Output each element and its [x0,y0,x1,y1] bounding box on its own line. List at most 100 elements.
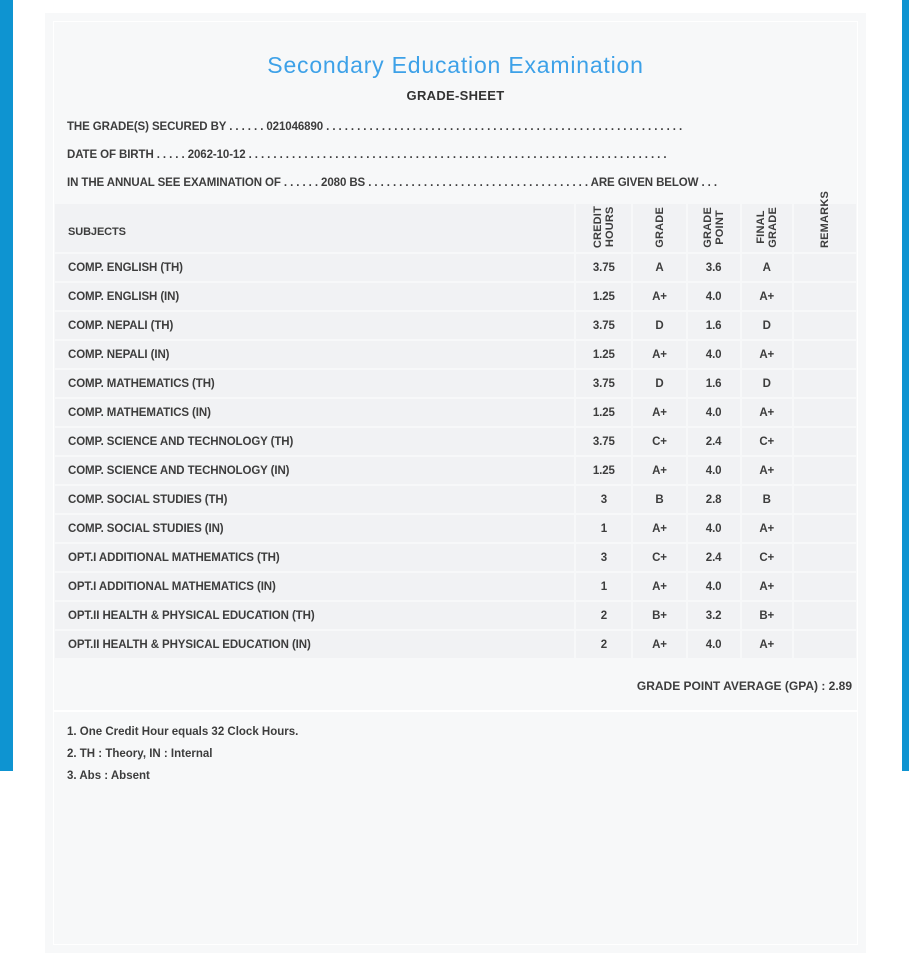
remarks-cell [793,370,856,397]
subject-cell: COMP. SOCIAL STUDIES (IN) [55,515,575,542]
remarks-cell [793,341,856,368]
footnote-abs: 3. Abs : Absent [67,770,150,782]
remarks-cell [793,399,856,426]
info-line-examination: IN THE ANNUAL SEE EXAMINATION OF . . . .… [67,177,717,189]
grade-point-column-header: GRADE POINT [687,204,740,252]
subject-cell: COMP. ENGLISH (IN) [55,283,575,310]
grade-cell: A+ [633,283,686,310]
table-row: COMP. SOCIAL STUDIES (IN) 1 A+ 4.0 A+ [55,515,856,542]
subject-cell: COMP. SOCIAL STUDIES (TH) [55,486,575,513]
remarks-column-header: REMARKS [793,191,856,252]
grade-point-cell: 2.4 [687,544,740,571]
credit-hours-cell: 1 [576,515,632,542]
table-row: OPT.I ADDITIONAL MATHEMATICS (TH) 3 C+ 2.4 C… [55,544,856,571]
credit-hours-cell: 3.75 [576,370,632,397]
subject-cell: COMP. NEPALI (IN) [55,341,575,368]
credit-hours-cell: 1.25 [576,283,632,310]
grade-cell: A+ [633,573,686,600]
final-grade-cell: A+ [741,515,792,542]
credit-hours-cell: 3 [576,544,632,571]
grade-cell: A+ [633,515,686,542]
right-edge-accent-bar [902,0,909,771]
grade-point-cell: 4.0 [687,631,740,658]
footnotes: 1. One Credit Hour equals 32 Clock Hours… [67,726,853,783]
grade-sheet-card: Secondary Education Examination GRADE-SH… [45,13,866,953]
table-row: COMP. NEPALI (TH) 3.75 D 1.6 D [55,312,856,339]
final-grade-label: FINAL GRADE [754,207,779,248]
grade-cell: B [633,486,686,513]
subjects-column-header: SUBJECTS [55,204,575,252]
info-line-secured-by: THE GRADE(S) SECURED BY . . . . . . 0210… [67,121,683,133]
final-grade-cell: A+ [741,631,792,658]
grade-point-cell: 4.0 [687,283,740,310]
footnote-credit-hours: 1. One Credit Hour equals 32 Clock Hours… [67,726,299,738]
final-grade-cell: A+ [741,283,792,310]
table-row: COMP. SCIENCE AND TECHNOLOGY (TH) 3.75 C+ 2… [55,428,856,455]
grade-point-cell: 2.8 [687,486,740,513]
info-line-date-of-birth: DATE OF BIRTH . . . . . 2062-10-12 . . .… [67,149,667,161]
final-grade-cell: D [741,312,792,339]
grade-cell: A+ [633,457,686,484]
table-row: COMP. MATHEMATICS (IN) 1.25 A+ 4.0 A+ [55,399,856,426]
subject-cell: OPT.I ADDITIONAL MATHEMATICS (TH) [55,544,575,571]
table-row: COMP. SOCIAL STUDIES (TH) 3 B 2.8 B [55,486,856,513]
grade-cell: A+ [633,631,686,658]
grade-point-label: GRADE POINT [701,207,726,248]
grade-point-cell: 1.6 [687,370,740,397]
subject-cell: OPT.II HEALTH & PHYSICAL EDUCATION (IN) [55,631,575,658]
credit-hours-cell: 1.25 [576,457,632,484]
credit-hours-column-header: CREDIT HOURS [576,204,632,252]
credit-hours-cell: 1.25 [576,341,632,368]
grade-table-header: SUBJECTS CREDIT HOURS GRADE GRADE POINT … [55,191,856,252]
grade-cell: D [633,370,686,397]
grade-cell: D [633,312,686,339]
subject-cell: COMP. ENGLISH (TH) [55,254,575,281]
remarks-cell [793,457,856,484]
grade-table: SUBJECTS CREDIT HOURS GRADE GRADE POINT … [53,191,858,660]
final-grade-cell: A [741,254,792,281]
remarks-cell [793,631,856,658]
grade-point-cell: 3.2 [687,602,740,629]
credit-hours-cell: 3.75 [576,428,632,455]
grade-label: GRADE [653,207,666,248]
page-subtitle: GRADE-SHEET [406,88,505,103]
credit-hours-cell: 2 [576,631,632,658]
grade-cell: C+ [633,428,686,455]
credit-hours-cell: 1 [576,573,632,600]
table-row: COMP. NEPALI (IN) 1.25 A+ 4.0 A+ [55,341,856,368]
subject-cell: COMP. NEPALI (TH) [55,312,575,339]
table-row: COMP. MATHEMATICS (TH) 3.75 D 1.6 D [55,370,856,397]
table-row: OPT.II HEALTH & PHYSICAL EDUCATION (TH) 2… [55,602,856,629]
credit-hours-cell: 3.75 [576,254,632,281]
header-row: SUBJECTS CREDIT HOURS GRADE GRADE POINT … [55,191,856,252]
remarks-cell [793,573,856,600]
page-title: Secondary Education Examination [267,52,644,78]
left-edge-accent-bar [0,0,13,771]
remarks-label: REMARKS [818,190,831,248]
table-row: OPT.I ADDITIONAL MATHEMATICS (IN) 1 A+ 4.0 A… [55,573,856,600]
remarks-cell [793,254,856,281]
grade-cell: B+ [633,602,686,629]
remarks-cell [793,486,856,513]
table-row: COMP. ENGLISH (TH) 3.75 A 3.6 A [55,254,856,281]
remarks-cell [793,544,856,571]
final-grade-cell: C+ [741,544,792,571]
remarks-cell [793,602,856,629]
final-grade-cell: A+ [741,399,792,426]
remarks-cell [793,283,856,310]
subject-cell: COMP. SCIENCE AND TECHNOLOGY (TH) [55,428,575,455]
grade-cell: A [633,254,686,281]
grade-cell: A+ [633,341,686,368]
remarks-cell [793,312,856,339]
remarks-cell [793,515,856,542]
grade-column-header: GRADE [633,204,686,252]
final-grade-cell: B+ [741,602,792,629]
credit-hours-cell: 1.25 [576,399,632,426]
final-grade-cell: C+ [741,428,792,455]
table-row: OPT.II HEALTH & PHYSICAL EDUCATION (IN) 2… [55,631,856,658]
grade-cell: C+ [633,544,686,571]
subject-cell: COMP. SCIENCE AND TECHNOLOGY (IN) [55,457,575,484]
subject-cell: OPT.I ADDITIONAL MATHEMATICS (IN) [55,573,575,600]
grade-point-cell: 4.0 [687,573,740,600]
